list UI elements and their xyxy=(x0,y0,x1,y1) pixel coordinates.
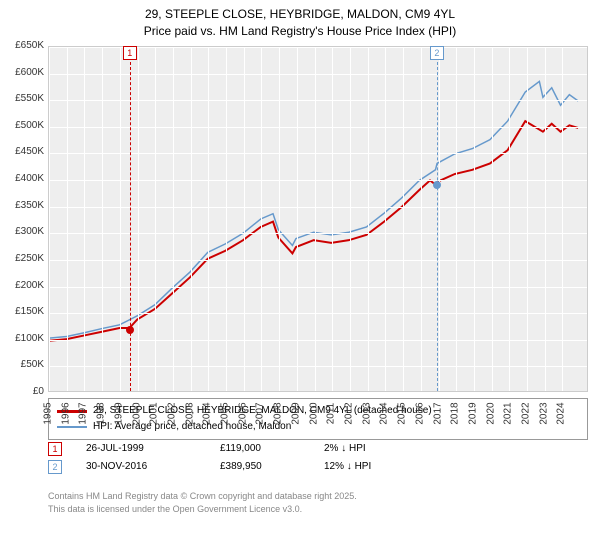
x-axis-label: 1996 xyxy=(60,399,71,429)
x-axis-label: 2022 xyxy=(521,399,532,429)
x-axis-label: 2012 xyxy=(343,399,354,429)
x-axis-label: 2003 xyxy=(184,399,195,429)
sale-pct-2: 12% ↓ HPI xyxy=(324,458,371,476)
x-axis-label: 2002 xyxy=(166,399,177,429)
x-axis-label: 2007 xyxy=(255,399,266,429)
sale-price-1: £119,000 xyxy=(220,440,300,458)
x-axis-label: 2000 xyxy=(131,399,142,429)
sale-marker-box: 1 xyxy=(123,46,137,60)
chart-title: 29, STEEPLE CLOSE, HEYBRIDGE, MALDON, CM… xyxy=(0,0,600,42)
sale-row-1: 1 26-JUL-1999 £119,000 2% ↓ HPI xyxy=(48,440,588,458)
sale-marker-box: 2 xyxy=(430,46,444,60)
y-axis-label: £250K xyxy=(2,253,44,264)
sale-price-2: £389,950 xyxy=(220,458,300,476)
chart-container: { "title_line1": "29, STEEPLE CLOSE, HEY… xyxy=(0,0,600,560)
x-axis-label: 2013 xyxy=(361,399,372,429)
x-axis-label: 2019 xyxy=(467,399,478,429)
sale-marker-line xyxy=(130,47,131,391)
sale-marker-dot xyxy=(126,326,134,334)
x-axis-label: 2018 xyxy=(450,399,461,429)
x-axis-label: 2024 xyxy=(556,399,567,429)
sale-marker-2: 2 xyxy=(48,460,62,474)
y-axis-label: £300K xyxy=(2,226,44,237)
copyright-line2: This data is licensed under the Open Gov… xyxy=(48,503,357,516)
sale-marker-line xyxy=(437,47,438,391)
y-axis-label: £500K xyxy=(2,120,44,131)
sale-marker-dot xyxy=(433,181,441,189)
x-axis-label: 2015 xyxy=(397,399,408,429)
x-axis-label: 2014 xyxy=(379,399,390,429)
x-axis-label: 2008 xyxy=(273,399,284,429)
x-axis-label: 1995 xyxy=(43,399,54,429)
copyright-notice: Contains HM Land Registry data © Crown c… xyxy=(48,490,357,515)
x-axis-label: 1997 xyxy=(78,399,89,429)
x-axis-label: 2017 xyxy=(432,399,443,429)
chart-plot-area: 12 xyxy=(48,46,588,392)
x-axis-label: 2001 xyxy=(149,399,160,429)
y-axis-label: £600K xyxy=(2,67,44,78)
x-axis-label: 2006 xyxy=(237,399,248,429)
y-axis-label: £50K xyxy=(2,359,44,370)
y-axis-label: £400K xyxy=(2,173,44,184)
x-axis-label: 2020 xyxy=(485,399,496,429)
x-axis-label: 2005 xyxy=(220,399,231,429)
y-axis-label: £200K xyxy=(2,280,44,291)
y-axis-label: £0 xyxy=(2,386,44,397)
y-axis-label: £450K xyxy=(2,146,44,157)
x-axis-label: 2009 xyxy=(290,399,301,429)
x-axis-label: 2023 xyxy=(538,399,549,429)
title-line1: 29, STEEPLE CLOSE, HEYBRIDGE, MALDON, CM… xyxy=(0,6,600,23)
y-axis-label: £100K xyxy=(2,333,44,344)
x-axis-label: 2016 xyxy=(414,399,425,429)
y-axis-label: £350K xyxy=(2,200,44,211)
y-axis-label: £150K xyxy=(2,306,44,317)
y-axis-label: £650K xyxy=(2,40,44,51)
x-axis-label: 1998 xyxy=(96,399,107,429)
x-axis-label: 2004 xyxy=(202,399,213,429)
copyright-line1: Contains HM Land Registry data © Crown c… xyxy=(48,490,357,503)
sale-date-2: 30-NOV-2016 xyxy=(86,458,196,476)
sale-marker-1: 1 xyxy=(48,442,62,456)
x-axis-label: 2011 xyxy=(326,399,337,429)
y-axis-label: £550K xyxy=(2,93,44,104)
x-axis-label: 2010 xyxy=(308,399,319,429)
sale-pct-1: 2% ↓ HPI xyxy=(324,440,366,458)
x-axis-label: 2021 xyxy=(503,399,514,429)
x-axis-label: 1999 xyxy=(113,399,124,429)
sale-row-2: 2 30-NOV-2016 £389,950 12% ↓ HPI xyxy=(48,458,588,476)
sale-date-1: 26-JUL-1999 xyxy=(86,440,196,458)
sales-data: 1 26-JUL-1999 £119,000 2% ↓ HPI 2 30-NOV… xyxy=(48,440,588,476)
title-line2: Price paid vs. HM Land Registry's House … xyxy=(0,23,600,40)
